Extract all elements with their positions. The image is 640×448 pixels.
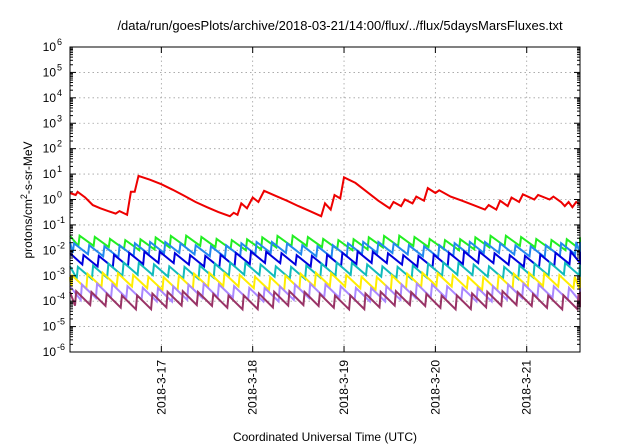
- y-tick-label: 101: [43, 164, 62, 181]
- y-axis: 10-6 10-5 10-4 10-3 10-2 10-1 100 101 102 103 104 1…: [43, 37, 580, 359]
- series-line: [69, 281, 581, 305]
- series-line: [69, 288, 581, 312]
- series-line: [69, 233, 581, 253]
- series-line: [69, 270, 581, 293]
- y-tick-label: 10-4: [43, 291, 65, 308]
- series-line: [69, 260, 581, 282]
- grid: [70, 47, 580, 352]
- y-tick-label: 10-6: [43, 342, 65, 359]
- series-layer: [69, 174, 581, 312]
- series-line: [69, 248, 581, 270]
- x-tick-label: 2018-3-18: [246, 360, 260, 415]
- chart-title: /data/run/goesPlots/archive/2018-03-21/1…: [117, 18, 563, 33]
- y-tick-label: 102: [43, 139, 62, 156]
- x-axis: 2018-3-17 2018-3-18 2018-3-19 2018-3-20 2018…: [154, 47, 534, 415]
- x-tick-label: 2018-3-19: [337, 360, 351, 415]
- y-tick-label: 10-1: [43, 215, 65, 232]
- x-axis-label: Coordinated Universal Time (UTC): [233, 430, 417, 444]
- y-axis-label: protons/cm2-s-sr-MeV: [19, 141, 35, 258]
- x-tick-label: 2018-3-17: [154, 360, 168, 415]
- y-axis-label-sup: 2: [19, 194, 29, 199]
- y-axis-label-prefix: protons/cm: [21, 199, 35, 258]
- series-line: [69, 174, 581, 218]
- y-tick-label: 103: [43, 113, 62, 130]
- y-tick-label: 10-5: [43, 317, 65, 334]
- x-tick-label: 2018-3-20: [428, 360, 442, 415]
- x-tick-label: 2018-3-21: [520, 360, 534, 415]
- series-line: [69, 239, 581, 260]
- y-tick-label: 10-3: [43, 266, 65, 283]
- y-axis-label-suffix: -s-sr-MeV: [21, 141, 35, 194]
- y-tick-label: 10-2: [43, 240, 65, 257]
- y-tick-label: 106: [43, 37, 62, 54]
- y-tick-label: 100: [43, 190, 62, 207]
- y-tick-label: 104: [43, 88, 62, 105]
- y-tick-label: 105: [43, 62, 62, 79]
